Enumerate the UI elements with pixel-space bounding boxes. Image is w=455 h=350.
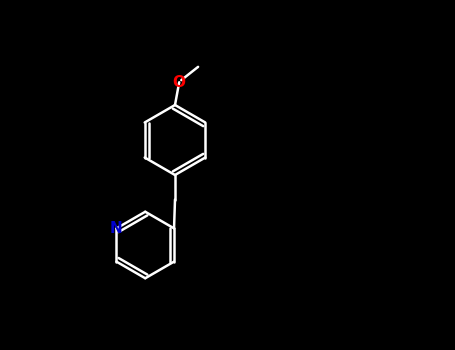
Text: N: N <box>110 221 123 236</box>
Text: O: O <box>173 75 186 90</box>
